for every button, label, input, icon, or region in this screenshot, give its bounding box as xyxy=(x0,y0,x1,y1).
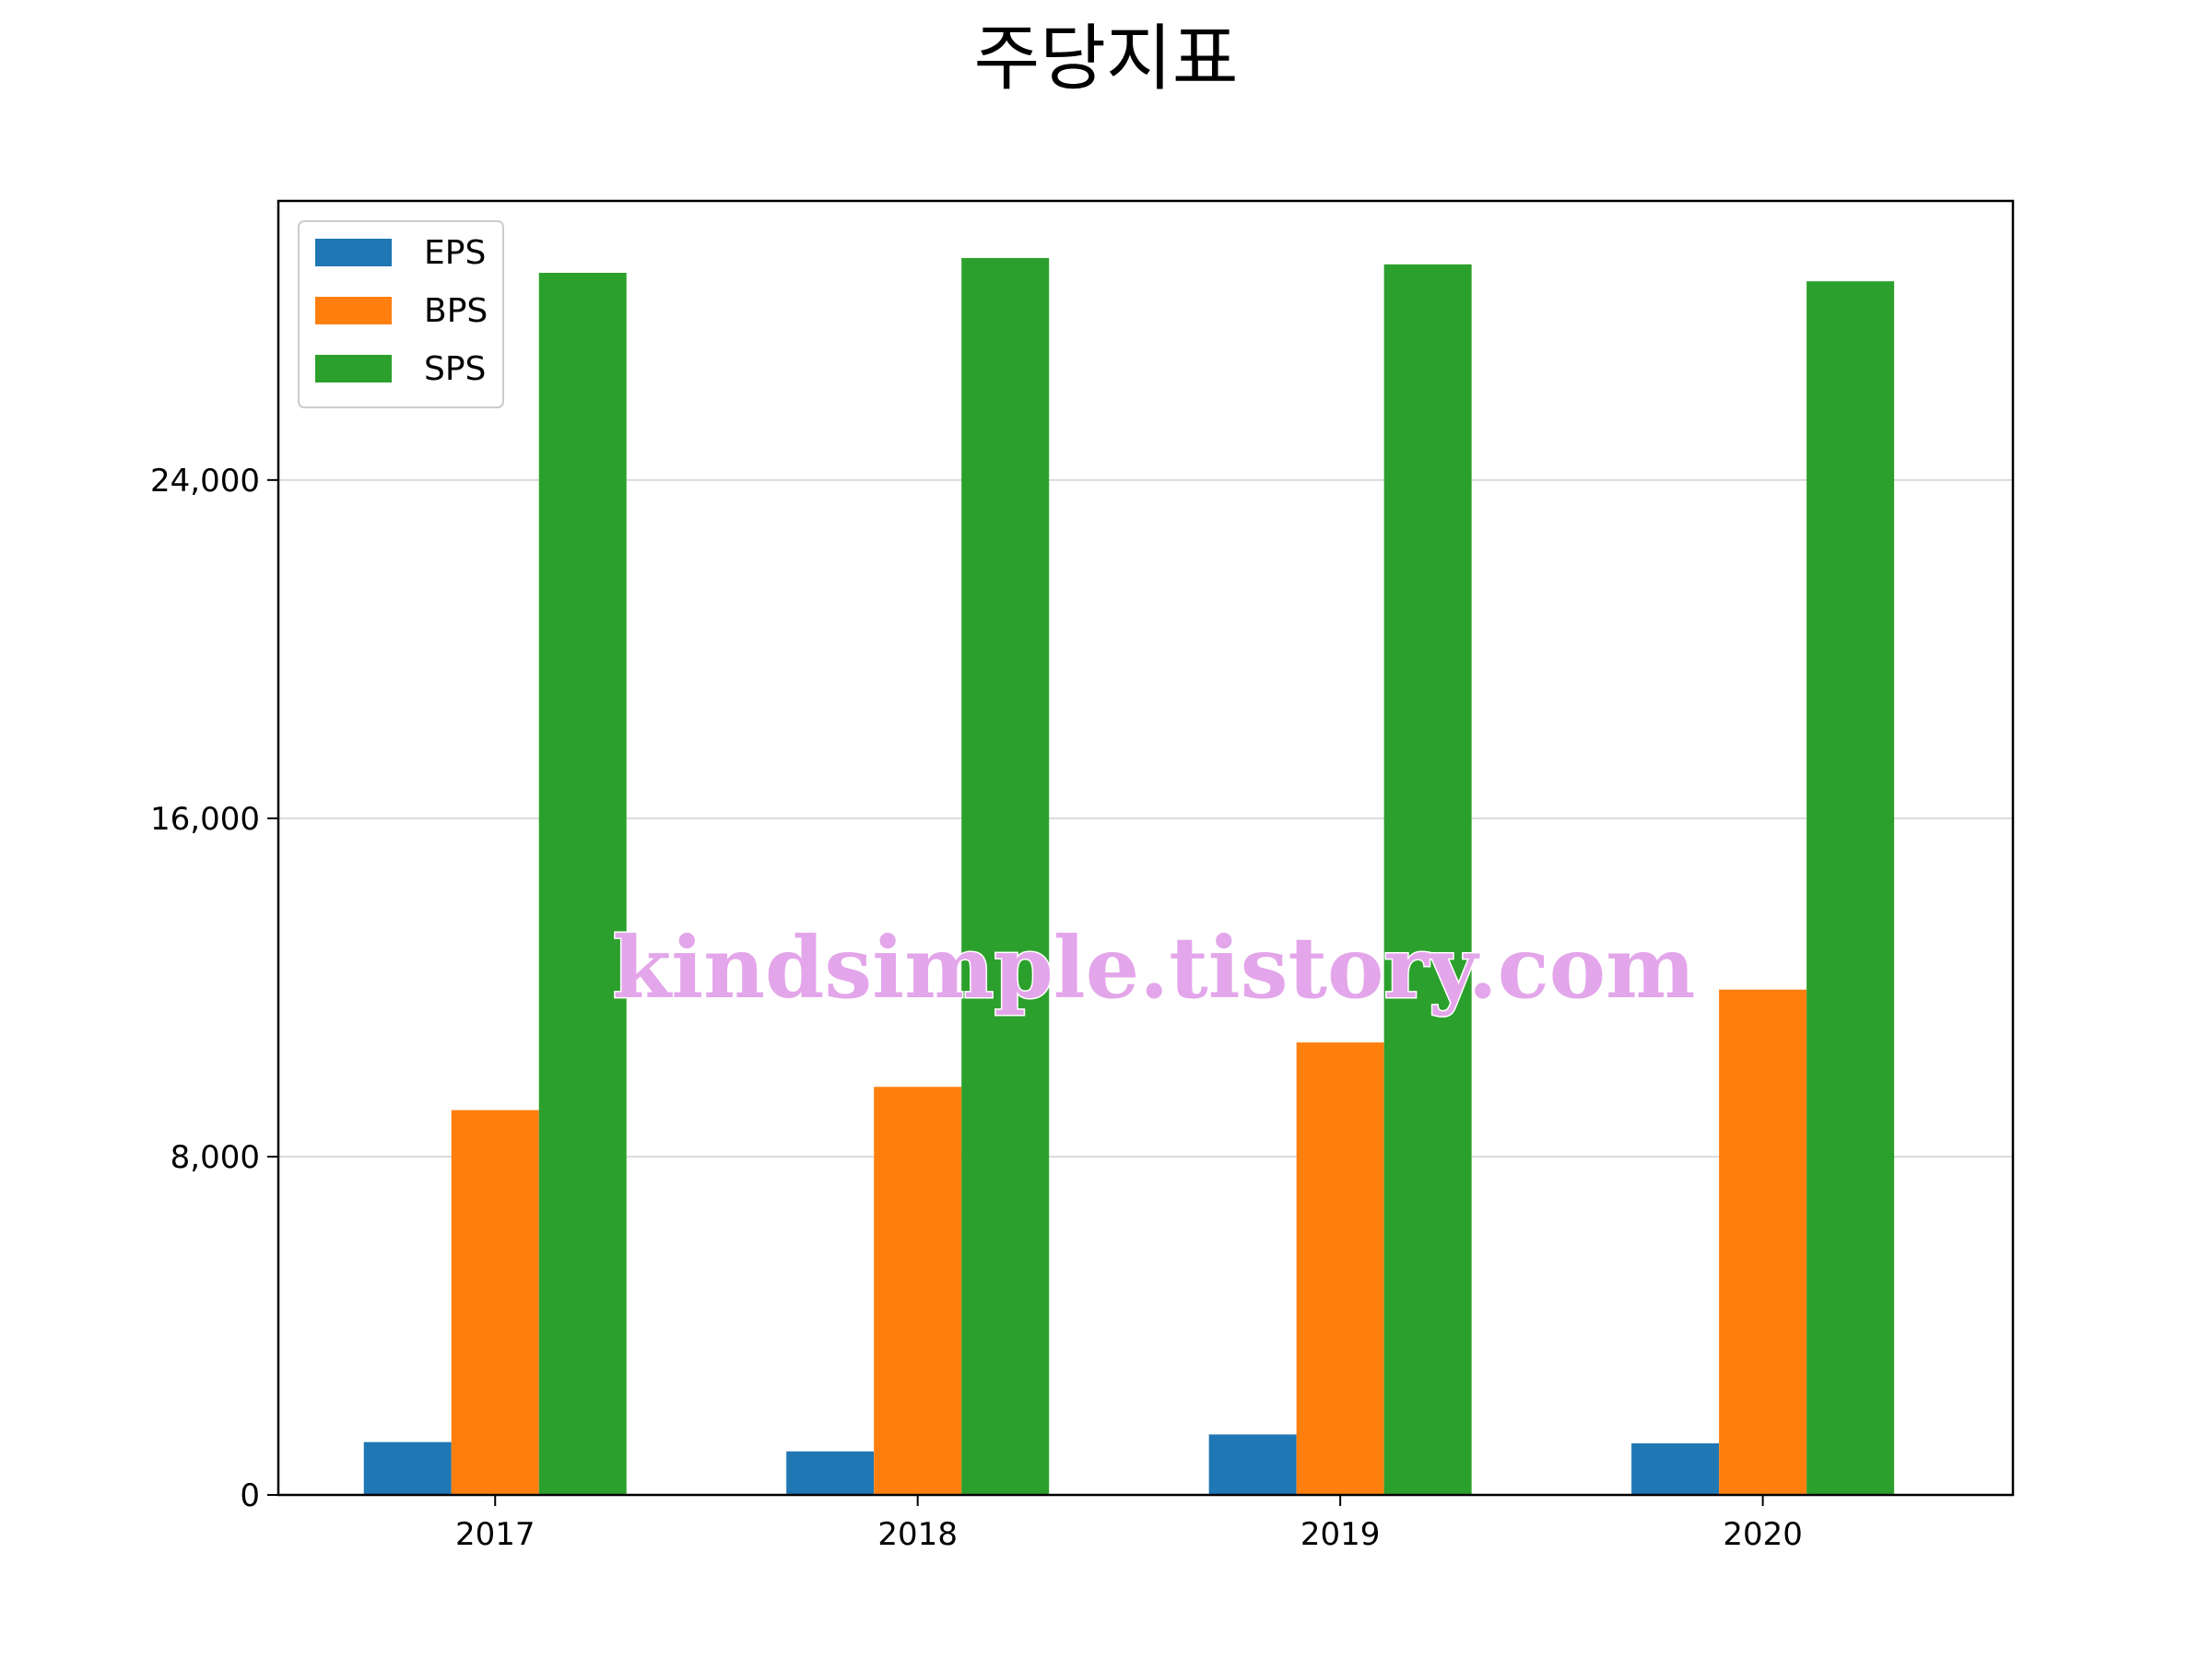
bar-sps-2017 xyxy=(538,273,627,1495)
x-tick-label: 2020 xyxy=(1723,1516,1803,1553)
bar-eps-2020 xyxy=(1631,1443,1720,1495)
chart-title: 주당지표 xyxy=(973,18,1238,100)
bar-eps-2017 xyxy=(363,1441,452,1495)
legend-swatch-bps xyxy=(315,297,392,324)
y-tick-label: 24,000 xyxy=(150,463,260,500)
legend-swatch-sps xyxy=(315,355,392,382)
legend-label-eps: EPS xyxy=(424,234,486,272)
bar-sps-2019 xyxy=(1383,264,1472,1496)
bar-bps-2018 xyxy=(874,1087,962,1495)
legend-swatch-eps xyxy=(315,239,392,266)
legend-label-sps: SPS xyxy=(424,350,486,388)
bar-sps-2020 xyxy=(1806,281,1895,1495)
bar-bps-2017 xyxy=(451,1110,539,1495)
y-tick-label: 8,000 xyxy=(171,1139,260,1176)
legend: EPS BPS SPS xyxy=(298,220,504,408)
bar-eps-2019 xyxy=(1208,1434,1297,1495)
bar-bps-2019 xyxy=(1296,1042,1384,1495)
plot-frame xyxy=(276,199,2015,1497)
bar-eps-2018 xyxy=(786,1451,875,1495)
x-tick-label: 2018 xyxy=(877,1516,958,1553)
bar-sps-2018 xyxy=(961,257,1050,1495)
y-axis: 0 8,000 16,000 24,000 xyxy=(150,463,278,1514)
bars xyxy=(363,257,1895,1496)
x-axis: 2017 2018 2019 2020 xyxy=(455,1495,1803,1553)
y-tick-label: 16,000 xyxy=(150,801,260,838)
x-tick-label: 2019 xyxy=(1300,1516,1381,1553)
bar-bps-2020 xyxy=(1719,989,1807,1495)
legend-label-bps: BPS xyxy=(424,292,488,330)
x-tick-label: 2017 xyxy=(455,1516,535,1553)
y-tick-label: 0 xyxy=(240,1477,260,1514)
watermark-text: kindsimple.tistory.com xyxy=(612,918,1695,1018)
